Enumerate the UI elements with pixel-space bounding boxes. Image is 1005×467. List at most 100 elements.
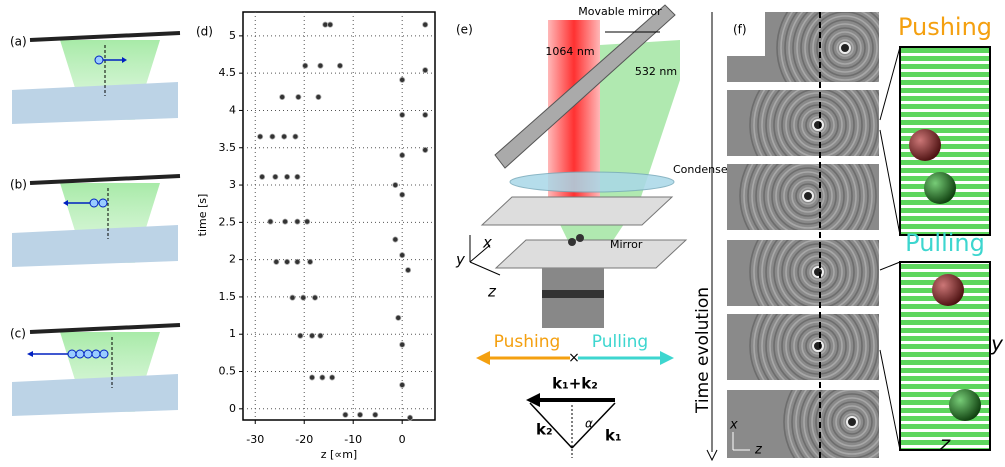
x-tick-label: -30	[246, 433, 264, 446]
particle-point	[312, 295, 317, 300]
particle-point	[290, 295, 295, 300]
zoom-lines	[880, 47, 900, 235]
particle	[803, 191, 813, 201]
panel-label: (d)	[196, 25, 213, 39]
particle-point	[293, 134, 298, 139]
y-axis-label: time [s]	[196, 194, 209, 237]
particle-point	[303, 63, 308, 68]
z-label: z	[939, 432, 951, 456]
particle-point	[407, 415, 412, 420]
particle-point	[283, 219, 288, 224]
green-label: 532 nm	[635, 65, 677, 78]
time-evolution-label: Time evolution	[693, 287, 713, 414]
pulling-label: Pulling	[592, 332, 648, 352]
particle-point	[274, 259, 279, 264]
particle-point	[284, 259, 289, 264]
particle-point	[296, 94, 301, 99]
alpha-label: α	[585, 417, 593, 431]
particle-point	[280, 94, 285, 99]
particle-point	[320, 375, 325, 380]
bead	[76, 350, 84, 358]
bead	[68, 350, 76, 358]
y-tick-label: 3	[229, 178, 236, 191]
x-axis-label: z [∝m]	[321, 448, 357, 461]
particle-point	[316, 94, 321, 99]
particle-point	[258, 134, 263, 139]
particle-point	[308, 259, 313, 264]
y-tick-label: 4.5	[219, 66, 237, 79]
slab	[12, 82, 178, 124]
panel-c: (c)	[10, 325, 180, 416]
arrow-head	[526, 393, 540, 407]
particle-point	[298, 333, 303, 338]
figure: (a) (b) (c) (d) z [∝m] time [s] -30-20-1…	[0, 0, 1005, 463]
y-tick-label: 1.5	[219, 290, 237, 303]
pushing-label: Pushing	[898, 13, 992, 41]
particle-point	[400, 192, 405, 197]
particle-point	[284, 174, 289, 179]
y-label: y	[990, 332, 1004, 356]
particle-point	[400, 382, 405, 387]
arrow-head	[63, 200, 68, 206]
particle-point	[270, 134, 275, 139]
panel-label: (e)	[456, 23, 473, 37]
y-tick-label: 0	[229, 402, 236, 415]
mirror-label: Mirror	[610, 238, 643, 251]
particle-point	[400, 153, 405, 158]
particle	[576, 234, 584, 242]
mirror-plate	[496, 240, 686, 268]
mirror-bar	[30, 325, 180, 332]
particle-point	[357, 412, 362, 417]
y-tick-label: 0.5	[219, 365, 237, 378]
particle	[568, 238, 576, 246]
particle-point	[295, 259, 300, 264]
axis-label: x	[729, 418, 738, 433]
y-tick-label: 3.5	[219, 141, 237, 154]
particle-point	[309, 333, 314, 338]
particle	[813, 120, 823, 130]
particle-point	[343, 412, 348, 417]
particle-point	[260, 174, 265, 179]
particle-point	[337, 63, 342, 68]
particle-point	[400, 342, 405, 347]
particle-point	[282, 134, 287, 139]
y-tick-label: 2	[229, 253, 236, 266]
particle-point	[330, 375, 335, 380]
condenser-lens	[510, 172, 674, 192]
bead	[99, 199, 107, 207]
y-tick-label: 1	[229, 327, 236, 340]
particle-point	[318, 63, 323, 68]
x-tick-label: 0	[399, 433, 406, 446]
slab	[12, 374, 178, 416]
particle-point	[396, 315, 401, 320]
particle-point	[328, 22, 333, 27]
arrow-head	[27, 351, 33, 357]
y-tick-label: 5	[229, 29, 236, 42]
particle-point	[400, 77, 405, 82]
movable-mirror-label: Movable mirror	[578, 5, 662, 18]
green-sphere	[924, 172, 956, 204]
ir-label: 1064 nm	[545, 45, 594, 58]
mirror-bar	[30, 176, 180, 183]
particle-point	[295, 174, 300, 179]
bead	[95, 56, 103, 64]
particle	[813, 341, 823, 351]
particle-point	[295, 219, 300, 224]
particle	[847, 417, 857, 427]
x-tick-label: -20	[295, 433, 313, 446]
arrow-head	[476, 351, 490, 365]
panel-label: (b)	[10, 178, 27, 192]
axis-label: z	[487, 283, 497, 301]
pushing-label: Pushing	[494, 332, 561, 352]
particle-point	[301, 295, 306, 300]
particle-point	[393, 237, 398, 242]
slab	[12, 225, 178, 267]
particle-point	[309, 375, 314, 380]
x-tick-label: -10	[344, 433, 362, 446]
particle-point	[423, 147, 428, 152]
axis-label: x	[482, 234, 492, 252]
particle-point	[305, 219, 310, 224]
k1-label: k₁	[605, 427, 622, 445]
bead	[92, 350, 100, 358]
